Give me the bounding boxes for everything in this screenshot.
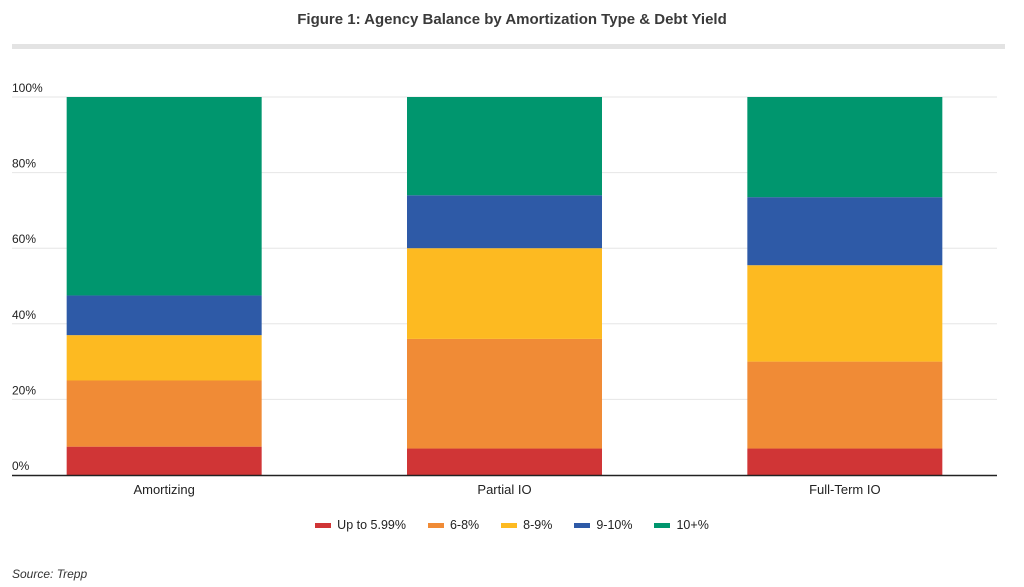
bar-segment [407,97,602,196]
legend-label: 6-8% [449,518,480,532]
source-note: Source: Trepp [12,567,88,581]
chart-title: Figure 1: Agency Balance by Amortization… [297,11,727,28]
y-tick-label: 0% [12,459,30,473]
legend-label: 9-10% [596,518,633,532]
bar-segment [66,335,262,381]
bar-segment [66,97,262,296]
legend-item: 10+% [654,518,709,532]
x-tick-label: Amortizing [133,482,194,497]
legend-item: 6-8% [427,518,480,532]
bar-segment [66,446,262,475]
legend-label: 10+% [676,518,709,532]
x-axis: Amortizing Partial IO Full-Term IO [12,474,997,497]
legend-label: Up to 5.99% [337,518,406,532]
bars [66,97,943,475]
bar-segment [747,197,943,266]
legend-item: 9-10% [574,518,632,532]
legend-swatch [427,522,444,528]
legend-swatch [574,522,591,528]
bar-segment [407,448,602,475]
legend-swatch [315,522,332,528]
bar-segment [407,248,602,339]
y-tick-label: 40% [12,308,36,322]
bar-segment [407,338,602,449]
x-tick-label: Partial IO [477,482,531,497]
legend-item: 8-9% [501,518,552,532]
legend-label: 8-9% [523,518,553,532]
x-tick-label: Full-Term IO [809,482,881,497]
y-tick-label: 20% [12,383,36,397]
bar-segment [747,361,943,449]
legend-swatch [654,522,671,528]
bar-segment [747,97,943,198]
bar-segment [747,448,943,475]
title-divider [12,44,1005,49]
bar-segment [66,380,262,447]
legend-item: Up to 5.99% [315,518,406,532]
bar-segment [66,295,262,336]
y-tick-label: 60% [12,232,36,246]
y-axis: 0% 20% 40% 60% 80% 100% [12,81,43,473]
bar-segment [747,265,943,362]
y-tick-label: 80% [12,157,36,171]
legend-swatch [501,522,518,528]
y-tick-label: 100% [12,81,43,95]
stacked-bar-chart: 0% 20% 40% 60% 80% 100% Amortizing Partial IO F… [12,81,997,497]
bar-segment [407,195,602,249]
legend: Up to 5.99% 6-8% 8-9% 9-10% 10+% [0,518,1024,532]
